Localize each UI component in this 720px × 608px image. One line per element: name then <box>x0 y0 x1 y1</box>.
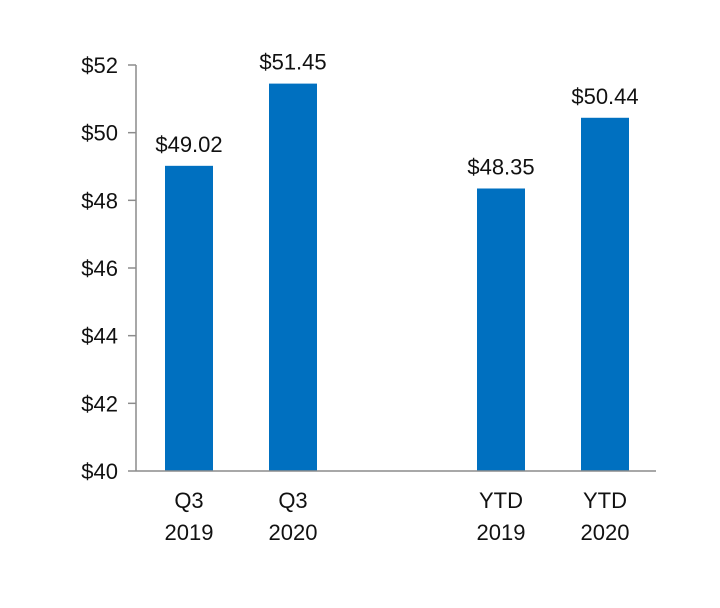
x-category-label-line1: Q3 <box>278 488 307 513</box>
bar <box>269 83 317 471</box>
y-axis: $40 $42 $44 $46 $48 $50 $52 <box>81 53 137 484</box>
x-axis: Q3 2019 Q3 2020 YTD 2019 YTD 2020 <box>136 470 656 545</box>
x-category-label-line2: 2020 <box>269 520 318 545</box>
bar <box>581 117 629 471</box>
x-category-label-line1: YTD <box>583 488 627 513</box>
x-category-label-line1: Q3 <box>174 488 203 513</box>
y-tick-label: $52 <box>81 53 118 78</box>
y-tick-label: $44 <box>81 324 118 349</box>
y-tick-label: $46 <box>81 256 118 281</box>
bars <box>165 83 629 471</box>
bar-value-label: $50.44 <box>571 84 638 109</box>
x-category-label-line2: 2020 <box>581 520 630 545</box>
y-tick-label: $40 <box>81 459 118 484</box>
data-labels: $49.02 $51.45 $48.35 $50.44 <box>155 50 638 180</box>
x-category-label-line2: 2019 <box>165 520 214 545</box>
bar <box>165 165 213 471</box>
x-category-label-line2: 2019 <box>477 520 526 545</box>
bar <box>477 188 525 471</box>
bar-value-label: $49.02 <box>155 132 222 157</box>
bar-value-label: $51.45 <box>259 50 326 75</box>
x-category-label-line1: YTD <box>479 488 523 513</box>
y-tick-label: $42 <box>81 391 118 416</box>
y-tick-label: $50 <box>81 121 118 146</box>
bar-value-label: $48.35 <box>467 154 534 179</box>
y-tick-label: $48 <box>81 188 118 213</box>
